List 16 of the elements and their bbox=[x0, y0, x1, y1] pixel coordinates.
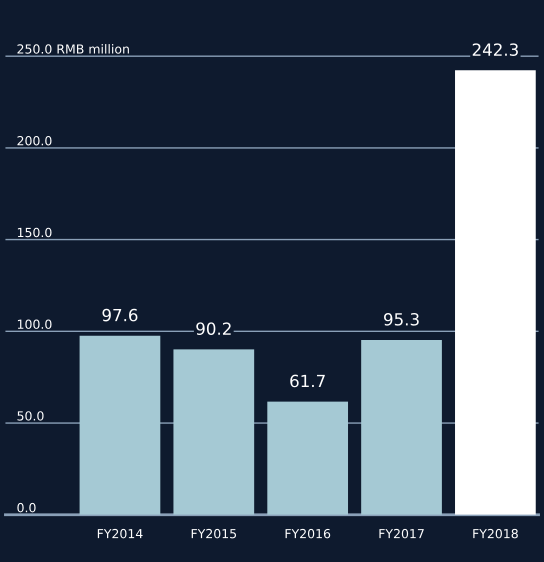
y-tick-label: 150.0 bbox=[18, 228, 52, 238]
y-tick-label: 200.0 bbox=[17, 136, 52, 146]
y-tick-label: 250.0 RMB million bbox=[17, 44, 129, 54]
y-tick-label: 100.0 bbox=[18, 319, 52, 329]
data-label: 95.3 bbox=[384, 313, 419, 326]
data-label: 97.6 bbox=[102, 308, 138, 322]
data-label: 90.2 bbox=[196, 322, 231, 335]
x-tick-label: FY2016 bbox=[286, 528, 330, 538]
x-tick-label: FY2017 bbox=[379, 528, 424, 538]
data-label: 242.3 bbox=[472, 43, 518, 56]
y-tick-label: 50.0 bbox=[18, 411, 44, 421]
y-tick-label: 0.0 bbox=[17, 502, 36, 512]
data-label: 61.7 bbox=[290, 374, 325, 388]
x-tick-label: FY2018 bbox=[473, 528, 518, 538]
x-tick-label: FY2015 bbox=[192, 528, 236, 538]
x-tick-label: FY2014 bbox=[98, 528, 143, 538]
